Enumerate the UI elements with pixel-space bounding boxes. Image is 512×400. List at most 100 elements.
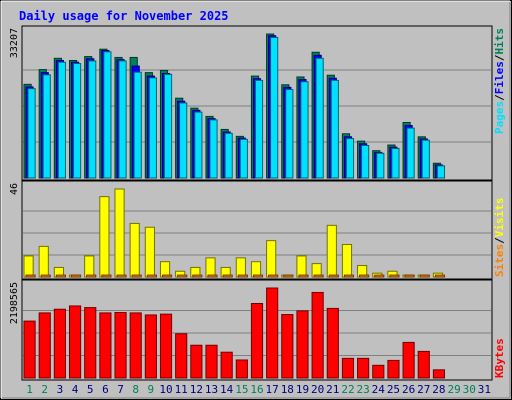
x-label-day-13: 13	[205, 383, 218, 396]
legend-text: Sites/Visits	[493, 198, 506, 278]
bar-kbytes-day-17	[266, 287, 279, 379]
legend-visits-sites: Sites/Visits	[493, 198, 506, 278]
bar-kbytes-day-26	[402, 341, 415, 379]
bar-kbytes-day-12	[190, 344, 203, 379]
bar-pages-day-2	[42, 74, 51, 179]
bar-pages-day-17	[270, 36, 279, 179]
bar-pages-day-8	[133, 71, 142, 179]
bar-kbytes-day-23	[357, 357, 370, 379]
bar-sites-day-2	[40, 274, 51, 278]
bar-pages-day-12	[194, 111, 203, 179]
bar-pages-day-6	[103, 51, 112, 179]
x-label-day-6: 6	[102, 383, 109, 396]
bar-sites-day-28	[434, 274, 446, 278]
bar-kbytes-day-1	[23, 320, 36, 379]
bar-visits-day-1	[23, 255, 34, 278]
bar-sites-day-8	[131, 274, 142, 278]
bar-sites-day-16	[252, 274, 264, 278]
legend-item-0: Pages	[493, 101, 506, 134]
bar-sites-day-14	[222, 274, 233, 278]
x-label-day-29: 29	[447, 383, 460, 396]
bar-kbytes-day-11	[175, 333, 188, 379]
x-label-day-31: 31	[478, 383, 491, 396]
legend-item-1: /	[493, 237, 506, 244]
bar-kbytes-day-21	[326, 307, 339, 379]
bar-sites-day-23	[359, 274, 370, 278]
bar-pages-day-27	[421, 139, 430, 179]
bar-pages-day-22	[345, 138, 355, 179]
series-kbytes	[23, 287, 446, 379]
bar-kbytes-day-9	[144, 314, 157, 379]
bar-pages-day-23	[361, 144, 370, 179]
bar-kbytes-day-28	[432, 369, 446, 379]
panel-hits-files-pages-max-label: 33207	[9, 28, 20, 58]
bar-sites-day-20	[313, 274, 324, 278]
bar-visits-day-21	[326, 224, 337, 278]
x-label-day-12: 12	[190, 383, 203, 396]
bar-sites-day-1	[25, 274, 36, 278]
bar-sites-day-25	[389, 274, 400, 278]
bar-kbytes-day-10	[159, 313, 173, 379]
bar-visits-day-15	[235, 257, 246, 278]
bar-sites-day-10	[161, 274, 173, 278]
bar-kbytes-day-5	[84, 307, 97, 379]
bar-pages-day-15	[239, 138, 248, 179]
bar-sites-day-26	[404, 274, 415, 278]
bar-pages-day-21	[330, 79, 339, 179]
bar-sites-day-7	[116, 274, 127, 278]
x-label-day-14: 14	[220, 383, 234, 396]
bar-kbytes-day-18	[281, 314, 294, 379]
x-label-day-8: 8	[132, 383, 139, 396]
bar-kbytes-day-15	[235, 359, 248, 379]
bar-sites-day-13	[207, 274, 218, 278]
x-label-day-27: 27	[417, 383, 430, 396]
bar-kbytes-day-14	[220, 351, 233, 379]
x-label-day-23: 23	[357, 383, 370, 396]
bar-visits-day-9	[144, 226, 155, 278]
bar-visits-day-17	[266, 240, 277, 278]
legend-hits-files-pages: Pages/Files/Hits	[493, 28, 506, 134]
x-label-day-26: 26	[402, 383, 415, 396]
legend-item-3: /	[493, 54, 506, 61]
bar-pages-day-3	[57, 61, 66, 179]
bar-pages-day-5	[88, 60, 97, 179]
bar-visits-day-5	[84, 255, 95, 278]
bar-pages-day-19	[300, 81, 309, 179]
panel-kbytes-max-label: 2198565	[9, 282, 20, 324]
bar-kbytes-day-6	[99, 312, 112, 379]
bar-kbytes-day-20	[311, 291, 324, 379]
bar-kbytes-day-25	[387, 359, 400, 379]
bar-pages-day-16	[254, 79, 264, 179]
legend-text: Pages/Files/Hits	[493, 28, 506, 134]
panel-kbytes: 2198565	[9, 279, 493, 381]
bar-sites-day-11	[177, 274, 188, 278]
bar-kbytes-day-24	[372, 364, 385, 379]
bar-sites-day-12	[192, 274, 203, 278]
x-label-day-10: 10	[159, 383, 172, 396]
bar-pages-day-13	[209, 119, 218, 179]
bar-visits-day-6	[99, 196, 110, 278]
bar-kbytes-day-16	[250, 302, 264, 379]
bar-pages-day-28	[436, 165, 446, 179]
bar-pages-day-26	[406, 127, 415, 179]
bar-pages-day-7	[118, 60, 127, 179]
bar-kbytes-day-2	[38, 312, 51, 379]
x-label-day-4: 4	[72, 383, 79, 396]
bar-kbytes-day-3	[53, 308, 66, 379]
bar-sites-day-24	[374, 274, 385, 278]
bar-pages-day-24	[376, 152, 385, 179]
bar-pages-day-25	[391, 148, 400, 179]
x-axis-labels: 1 2 3 4 5 6 7 8 9 10 11 12 13 14 15 16 17 18 19 20 21 22 23 24 2…	[26, 383, 491, 396]
x-label-day-5: 5	[87, 383, 94, 396]
bar-sites-day-27	[419, 274, 430, 278]
bar-sites-day-4	[70, 274, 82, 278]
bar-visits-day-2	[38, 245, 49, 278]
bar-sites-day-18	[283, 274, 294, 278]
bar-kbytes-day-13	[205, 344, 218, 379]
x-label-day-2: 2	[41, 383, 48, 396]
x-label-day-18: 18	[281, 383, 294, 396]
x-label-day-30: 30	[463, 383, 476, 396]
x-label-day-17: 17	[266, 383, 279, 396]
